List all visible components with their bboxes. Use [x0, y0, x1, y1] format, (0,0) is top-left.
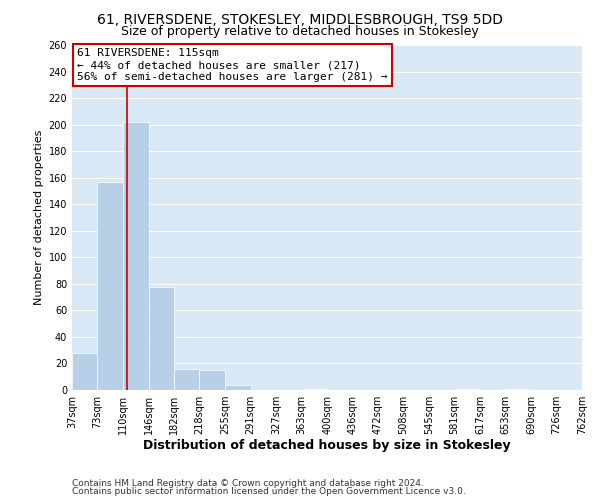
Y-axis label: Number of detached properties: Number of detached properties: [34, 130, 44, 305]
Bar: [149, 286, 174, 390]
Text: Contains HM Land Registry data © Crown copyright and database right 2024.: Contains HM Land Registry data © Crown c…: [72, 478, 424, 488]
Bar: [226, 384, 251, 390]
Bar: [124, 122, 149, 390]
Bar: [455, 388, 480, 390]
Bar: [97, 182, 124, 390]
Text: Size of property relative to detached houses in Stokesley: Size of property relative to detached ho…: [121, 25, 479, 38]
Bar: [301, 388, 328, 390]
Bar: [72, 353, 97, 390]
Text: 61 RIVERSDENE: 115sqm
← 44% of detached houses are smaller (217)
56% of semi-det: 61 RIVERSDENE: 115sqm ← 44% of detached …: [77, 48, 388, 82]
X-axis label: Distribution of detached houses by size in Stokesley: Distribution of detached houses by size …: [143, 438, 511, 452]
Bar: [505, 388, 532, 390]
Bar: [199, 370, 226, 390]
Text: 61, RIVERSDENE, STOKESLEY, MIDDLESBROUGH, TS9 5DD: 61, RIVERSDENE, STOKESLEY, MIDDLESBROUGH…: [97, 12, 503, 26]
Bar: [174, 369, 199, 390]
Text: Contains public sector information licensed under the Open Government Licence v3: Contains public sector information licen…: [72, 487, 466, 496]
